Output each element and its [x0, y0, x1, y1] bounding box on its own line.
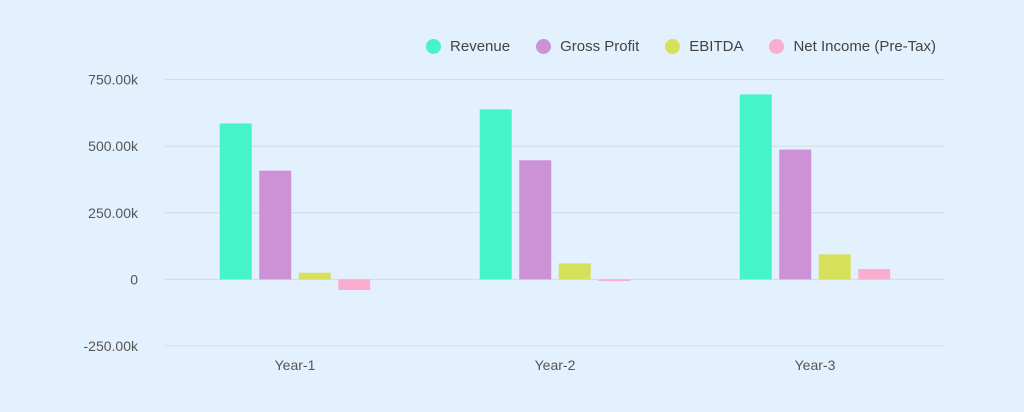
legend-label: Gross Profit [560, 38, 640, 55]
bar-revenue-year-3[interactable] [739, 94, 772, 280]
legend-item[interactable]: Gross Profit [536, 38, 639, 55]
y-tick-label: 750.00k [88, 72, 139, 88]
x-tick-label: Year-2 [535, 357, 576, 373]
legend-label: EBITDA [689, 38, 744, 55]
legend-dot-icon [536, 39, 552, 54]
y-tick-label: -250.00k [84, 338, 139, 354]
legend-dot-icon [426, 39, 442, 54]
legend-item[interactable]: EBITDA [665, 38, 743, 55]
bar-ebitda-year-3[interactable] [818, 254, 851, 280]
y-tick-label: 0 [130, 271, 138, 287]
bar-revenue-year-1[interactable] [219, 123, 252, 280]
legend-item[interactable]: Net Income (Pre-Tax) [769, 38, 936, 55]
bar-ebitda-year-1[interactable] [298, 272, 331, 280]
bar-ebitda-year-2[interactable] [558, 263, 591, 280]
bar-gross-profit-year-3[interactable] [779, 149, 812, 280]
bar-gross-profit-year-2[interactable] [519, 160, 552, 280]
y-tick-label: 500.00k [88, 138, 139, 154]
legend-label: Revenue [450, 38, 511, 55]
y-tick-label: 250.00k [88, 205, 139, 221]
legend-label: Net Income (Pre-Tax) [793, 38, 936, 55]
bar-gross-profit-year-1[interactable] [259, 170, 292, 280]
legend-dot-icon [665, 39, 681, 54]
legend-item[interactable]: Revenue [426, 38, 510, 55]
legend: Revenue Gross Profit EBITDA Net Income (Pre… [426, 38, 936, 55]
legend-dot-icon [769, 39, 785, 54]
bar-net-income-pre-tax--year-3[interactable] [858, 268, 891, 280]
x-tick-label: Year-3 [795, 357, 836, 373]
bar-net-income-pre-tax--year-2[interactable] [598, 279, 631, 281]
x-tick-label: Year-1 [275, 357, 316, 373]
bar-net-income-pre-tax--year-1[interactable] [338, 279, 371, 291]
bar-revenue-year-2[interactable] [479, 109, 512, 280]
